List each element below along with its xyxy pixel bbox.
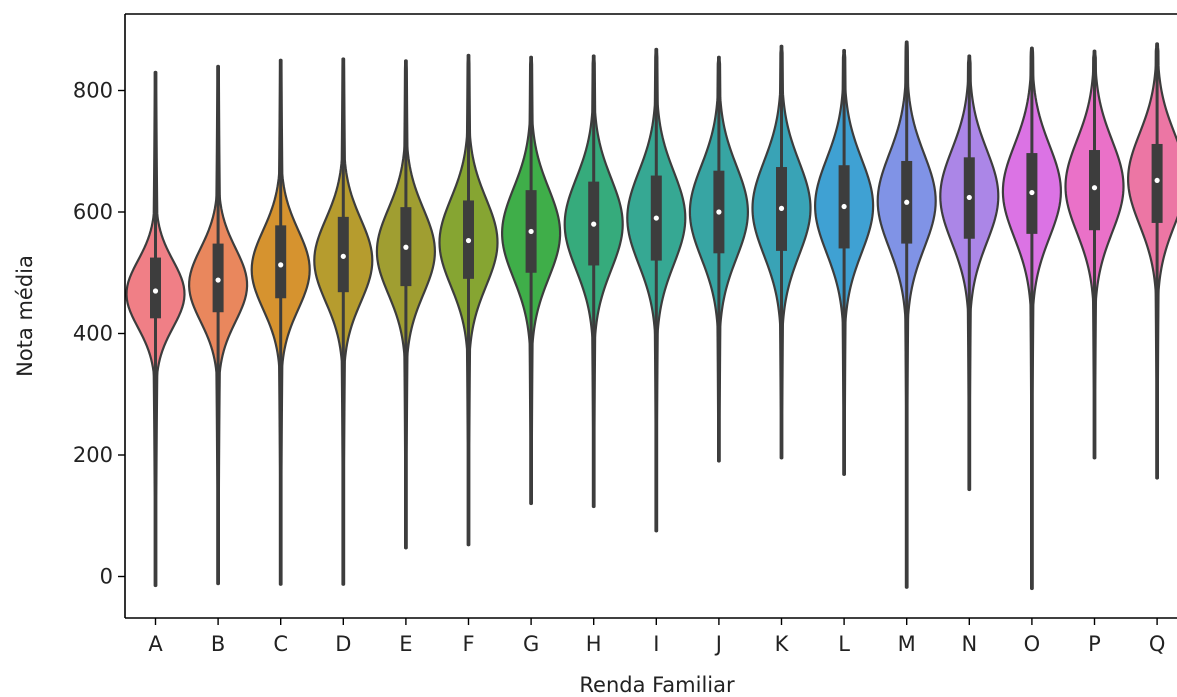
x-axis-ticks: A B C D E F G H I J K L M N O P Q [148,618,1165,656]
x-tick-label: H [586,632,602,656]
x-tick-label: E [399,632,412,656]
violin-median-J [716,209,722,215]
violin-median-E [403,244,409,250]
x-tick-label: F [462,632,474,656]
y-tick-label: 800 [73,79,113,103]
x-tick-label: J [714,632,722,656]
x-tick-label: O [1024,632,1041,656]
y-axis-label: Nota média [13,255,37,377]
violin-median-P [1091,185,1098,191]
violin-median-L [841,203,847,210]
violin-median-B [215,277,221,283]
x-tick-label: K [775,632,790,656]
y-axis-ticks: 0 200 400 600 800 [73,79,125,589]
x-tick-label: Q [1149,632,1166,656]
violin-body-Q [1127,42,1177,480]
violin-median-H [591,221,597,227]
x-tick-label: P [1088,632,1101,656]
violin-median-K [778,205,785,211]
x-tick-label: L [838,632,850,656]
violin-median-I [653,215,659,221]
violins-group [125,40,1177,591]
violin-median-N [966,194,972,201]
violin-median-M [904,199,910,205]
x-tick-label: C [273,632,288,656]
violin-median-A [152,288,159,294]
y-tick-label: 200 [73,443,113,467]
y-tick-label: 400 [73,322,113,346]
violin-median-F [465,237,472,244]
x-tick-label: D [335,632,351,656]
violin-iqr-box-Q [1151,143,1163,223]
y-tick-label: 600 [73,200,113,224]
x-tick-label: B [211,632,225,656]
violin-median-G [528,228,534,235]
x-tick-label: G [523,632,539,656]
violin-median-Q [1154,177,1160,184]
y-tick-label: 0 [100,565,113,589]
violin-iqr-box-A [150,257,161,319]
violin-median-D [340,253,346,259]
x-tick-label: M [898,632,916,656]
x-axis-label: Renda Familiar [579,673,735,697]
x-tick-label: A [148,632,163,656]
violin-iqr-box-C [275,225,287,299]
x-tick-label: I [653,632,659,656]
x-tick-label: N [961,632,977,656]
violin-median-C [278,262,284,268]
violin-median-O [1029,189,1035,196]
